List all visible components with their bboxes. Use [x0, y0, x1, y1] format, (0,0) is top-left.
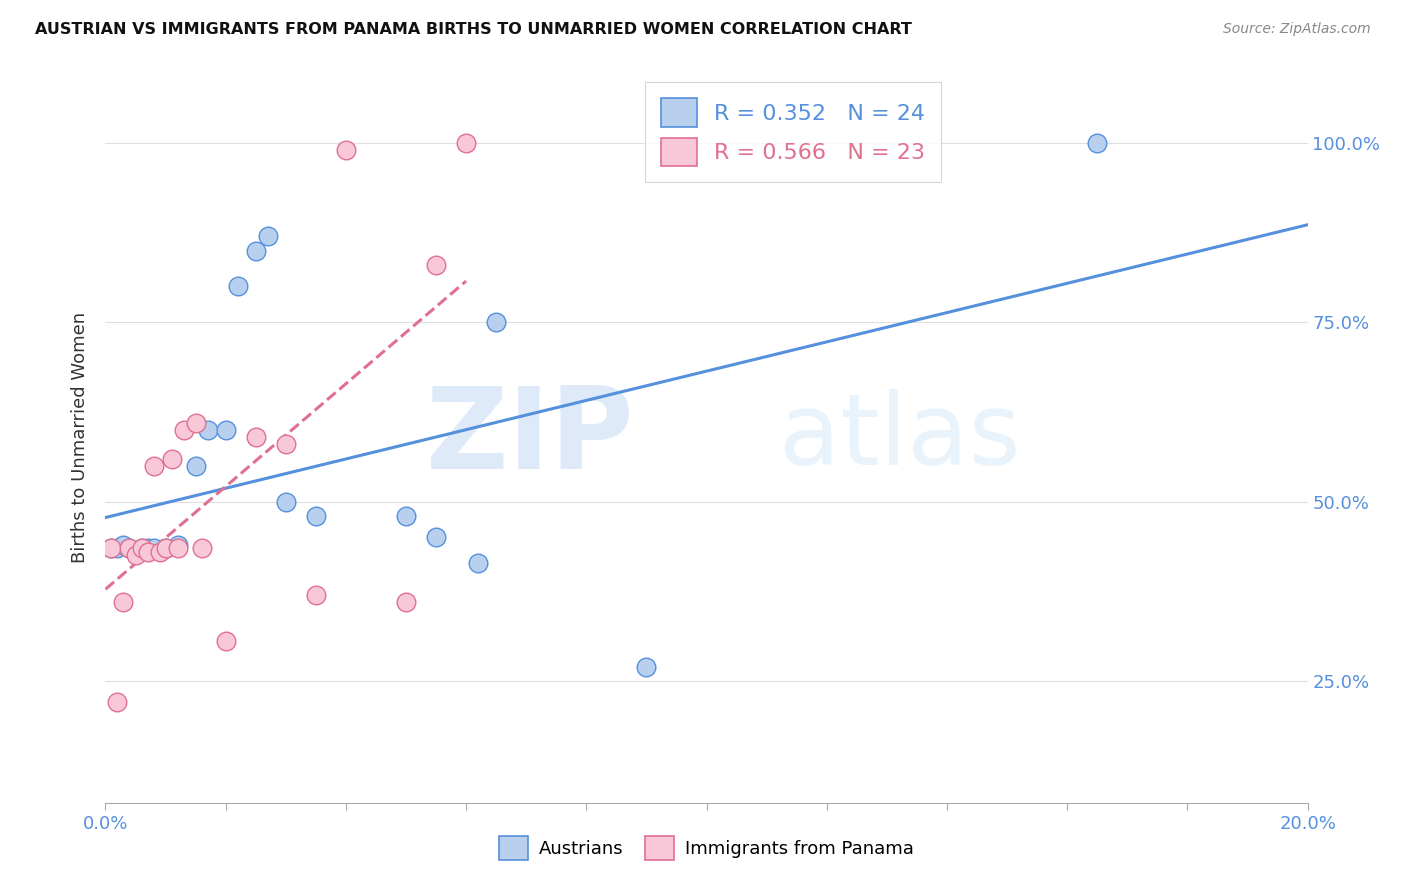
Point: [112, 595, 135, 609]
Legend: Austrians, Immigrants from Panama: Austrians, Immigrants from Panama: [492, 830, 921, 867]
Point: [142, 541, 165, 556]
Point: [1085, 136, 1108, 150]
Y-axis label: Births to Unmarried Women: Births to Unmarried Women: [72, 311, 90, 563]
Point: [395, 508, 418, 523]
Point: [245, 244, 267, 258]
Point: [467, 556, 489, 570]
Point: [124, 549, 146, 563]
Text: AUSTRIAN VS IMMIGRANTS FROM PANAMA BIRTHS TO UNMARRIED WOMEN CORRELATION CHART: AUSTRIAN VS IMMIGRANTS FROM PANAMA BIRTH…: [35, 22, 912, 37]
Point: [118, 541, 141, 556]
Point: [124, 545, 146, 559]
Point: [226, 279, 249, 293]
Point: [190, 541, 212, 556]
Point: [107, 695, 129, 709]
Point: [155, 541, 177, 556]
Point: [245, 430, 267, 444]
Point: [425, 531, 447, 545]
Point: [100, 541, 122, 556]
Point: [107, 541, 129, 556]
Text: atlas: atlas: [779, 389, 1021, 485]
Point: [160, 451, 183, 466]
Point: [335, 143, 357, 157]
Point: [485, 315, 508, 329]
Text: Source: ZipAtlas.com: Source: ZipAtlas.com: [1223, 22, 1371, 37]
Point: [636, 659, 658, 673]
Point: [136, 545, 159, 559]
Point: [155, 541, 177, 556]
Point: [142, 458, 165, 473]
Point: [173, 423, 195, 437]
Point: [274, 437, 297, 451]
Point: [112, 538, 135, 552]
Point: [136, 541, 159, 556]
Point: [274, 494, 297, 508]
Point: [166, 541, 188, 556]
Point: [305, 588, 328, 602]
Point: [214, 634, 236, 648]
Point: [166, 538, 188, 552]
Text: ZIP: ZIP: [426, 382, 634, 492]
Point: [118, 541, 141, 556]
Point: [256, 229, 278, 244]
Point: [184, 416, 207, 430]
Point: [454, 136, 477, 150]
Point: [148, 545, 170, 559]
Point: [425, 258, 447, 272]
Point: [131, 541, 153, 556]
Point: [184, 458, 207, 473]
Point: [214, 423, 236, 437]
Point: [395, 595, 418, 609]
Point: [100, 541, 122, 556]
Point: [197, 423, 219, 437]
Point: [305, 508, 328, 523]
Point: [131, 541, 153, 556]
